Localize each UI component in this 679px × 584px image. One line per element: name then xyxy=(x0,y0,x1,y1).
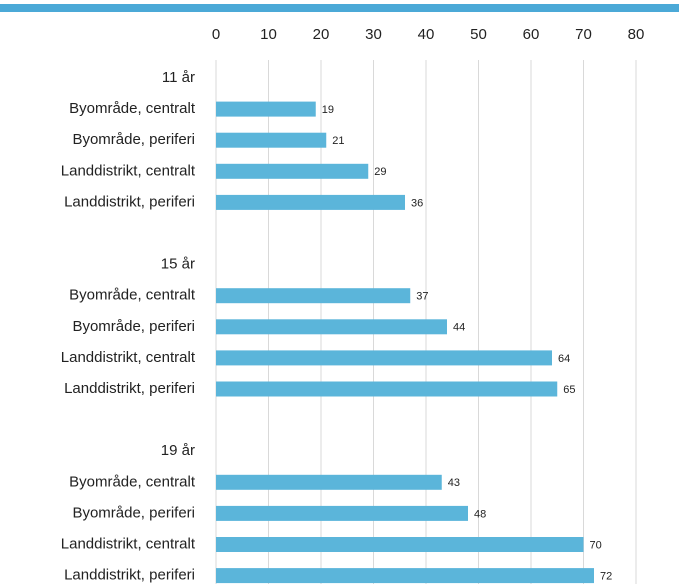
data-label: 37 xyxy=(416,291,428,303)
x-tick-label: 40 xyxy=(418,26,435,43)
y-tick-label: Byområde, centralt xyxy=(69,100,196,117)
y-tick-label: Byområde, centralt xyxy=(69,287,196,304)
bar xyxy=(216,194,405,210)
data-label: 65 xyxy=(563,384,575,396)
y-tick-label: Landdistrikt, centralt xyxy=(61,349,196,366)
bar xyxy=(216,381,558,397)
y-tick-label: Landdistrikt, centralt xyxy=(61,535,196,552)
x-tick-label: 70 xyxy=(575,26,592,43)
bar xyxy=(216,288,411,304)
bar xyxy=(216,350,552,366)
y-tick-label: Landdistrikt, periferi xyxy=(64,193,195,210)
data-label: 29 xyxy=(374,166,386,178)
y-tick-label: Landdistrikt, periferi xyxy=(64,380,195,397)
data-label: 48 xyxy=(474,508,486,520)
bar xyxy=(216,132,327,148)
x-tick-label: 80 xyxy=(628,26,645,43)
bar xyxy=(216,505,468,521)
x-tick-label: 20 xyxy=(313,26,330,43)
data-label: 36 xyxy=(411,197,423,209)
y-tick-label: 19 år xyxy=(161,442,195,459)
bar xyxy=(216,474,442,490)
x-tick-label: 50 xyxy=(470,26,487,43)
y-tick-label: Byområde, periferi xyxy=(72,504,195,521)
y-tick-label: Landdistrikt, periferi xyxy=(64,567,195,584)
bar xyxy=(216,101,316,117)
data-label: 43 xyxy=(448,477,460,489)
data-label: 19 xyxy=(322,104,334,116)
data-label: 21 xyxy=(332,135,344,147)
x-tick-label: 10 xyxy=(260,26,277,43)
bar xyxy=(216,163,369,179)
bar xyxy=(216,537,584,552)
y-tick-label: 11 år xyxy=(162,69,195,86)
data-label: 44 xyxy=(453,322,465,334)
y-tick-label: Landdistrikt, centralt xyxy=(61,162,196,179)
bar xyxy=(216,319,447,335)
y-tick-label: Byområde, periferi xyxy=(72,131,195,148)
top-band xyxy=(0,4,679,12)
y-tick-label: Byområde, periferi xyxy=(72,318,195,335)
data-label: 72 xyxy=(600,571,612,583)
x-tick-label: 30 xyxy=(365,26,382,43)
y-tick-label: 15 år xyxy=(161,256,195,273)
data-label: 64 xyxy=(558,353,570,365)
x-tick-label: 0 xyxy=(212,26,220,43)
data-label: 70 xyxy=(590,539,602,551)
y-tick-label: Byområde, centralt xyxy=(69,473,196,490)
bar xyxy=(216,568,594,584)
x-tick-label: 60 xyxy=(523,26,540,43)
